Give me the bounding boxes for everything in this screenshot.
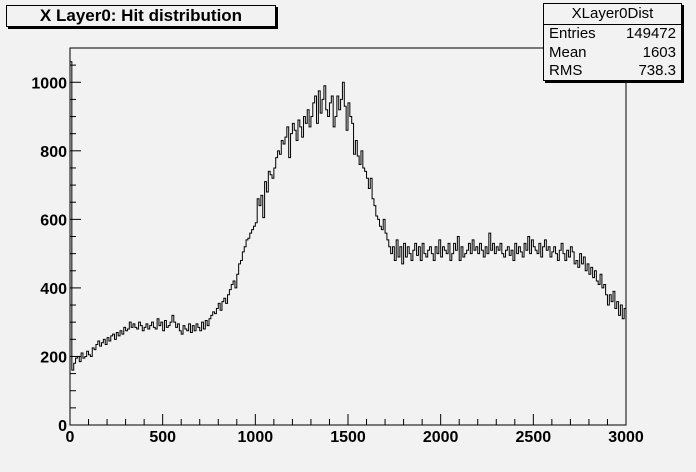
stats-box: XLayer0Dist Entries 149472 Mean 1603 RMS… xyxy=(543,3,682,81)
x-tick-label: 2500 xyxy=(516,429,552,446)
x-axis: 0 500 1000 1500 2000 2500 3000 xyxy=(66,414,644,446)
stats-histogram-name: XLayer0Dist xyxy=(544,4,681,25)
entries-label: Entries xyxy=(549,25,596,42)
rms-value: 738.3 xyxy=(638,62,676,79)
y-axis: 0 200 400 600 800 1000 xyxy=(31,47,81,435)
x-tick-label: 3000 xyxy=(608,429,644,446)
chart-title: X Layer0: Hit distribution xyxy=(6,5,276,27)
stats-row-mean: Mean 1603 xyxy=(544,44,681,63)
stats-row-rms: RMS 738.3 xyxy=(544,62,681,81)
histogram-line xyxy=(69,61,627,425)
mean-value: 1603 xyxy=(642,43,676,61)
y-tick-label: 600 xyxy=(40,212,67,229)
x-tick-label: 0 xyxy=(66,429,75,446)
y-tick-label: 800 xyxy=(40,144,67,161)
y-tick-label: 200 xyxy=(40,349,67,366)
mean-label: Mean xyxy=(549,43,587,61)
rms-label: RMS xyxy=(549,62,583,79)
y-tick-label: 1000 xyxy=(31,75,67,92)
x-tick-label: 500 xyxy=(149,429,176,446)
entries-value: 149472 xyxy=(625,25,676,42)
stats-row-entries: Entries 149472 xyxy=(544,25,681,44)
x-tick-label: 1000 xyxy=(238,429,274,446)
x-tick-label: 2000 xyxy=(423,429,459,446)
y-tick-label: 0 xyxy=(58,418,67,435)
y-tick-label: 400 xyxy=(40,281,67,298)
x-tick-label: 1500 xyxy=(330,429,366,446)
